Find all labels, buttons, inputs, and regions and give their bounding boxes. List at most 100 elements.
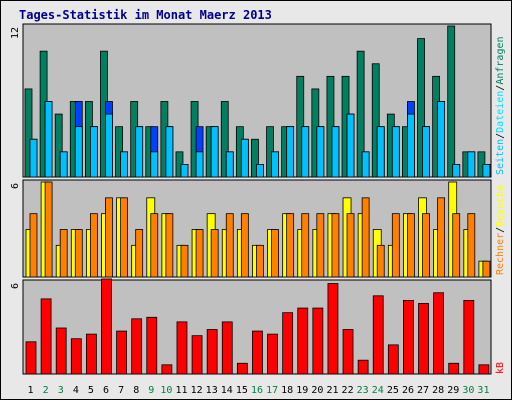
- bar-rechner-day-24: [376, 244, 385, 278]
- x-tick-label-day-31: 31: [477, 385, 489, 396]
- bar-kb-day-12: [191, 335, 203, 375]
- bar-seiten-day-27: [422, 126, 430, 178]
- bar-kb-day-30: [463, 299, 475, 375]
- bar-rechner-day-30: [467, 213, 476, 278]
- x-tick-label-day-20: 20: [311, 385, 323, 396]
- bar-anfragen-day-3: [54, 113, 63, 178]
- bar-rechner-day-19: [301, 213, 310, 278]
- bar-rechner-day-2: [44, 181, 53, 278]
- bar-kb-day-23: [357, 359, 369, 375]
- visits-legend-separator: /: [495, 227, 506, 233]
- traffic-legend: kB: [495, 362, 506, 374]
- bar-seiten-day-17: [271, 151, 279, 178]
- bar-rechner-day-7: [120, 197, 128, 278]
- x-tick-label-day-23: 23: [357, 385, 369, 396]
- bar-kb-day-29: [448, 362, 460, 375]
- legend-anfragen: Anfragen: [495, 36, 506, 84]
- x-tick-label-day-16: 16: [251, 385, 263, 396]
- bar-rechner-day-12: [195, 229, 204, 278]
- bar-kb-day-1: [25, 341, 37, 375]
- bar-kb-day-14: [221, 321, 233, 375]
- x-tick-label-day-5: 5: [88, 385, 94, 396]
- bar-seiten-day-31: [482, 164, 491, 178]
- bar-anfragen-day-23: [356, 50, 365, 178]
- bar-kb-day-16: [252, 330, 263, 375]
- chart-title: Tages-Statistik im Monat Maerz 2013: [19, 8, 272, 22]
- bar-seiten-day-2: [44, 101, 53, 178]
- bar-kb-day-13: [206, 329, 218, 375]
- bar-seiten-day-26: [407, 113, 415, 178]
- requests-legend-separator: /: [495, 133, 506, 139]
- bar-seiten-day-29: [452, 164, 461, 178]
- x-tick-label-day-14: 14: [221, 385, 233, 396]
- bar-rechner-day-25: [391, 213, 400, 278]
- bar-rechner-day-15: [240, 213, 249, 278]
- x-tick-label-day-3: 3: [58, 385, 64, 396]
- bar-kb-day-15: [236, 362, 248, 375]
- bar-rechner-day-18: [286, 213, 295, 278]
- bar-kb-day-20: [312, 307, 324, 375]
- x-tick-label-day-27: 27: [417, 385, 429, 396]
- x-tick-label-day-11: 11: [175, 385, 187, 396]
- x-tick-label-day-30: 30: [462, 385, 474, 396]
- x-tick-label-day-17: 17: [266, 385, 278, 396]
- bar-rechner-day-27: [422, 213, 430, 278]
- x-tick-label-day-2: 2: [43, 385, 49, 396]
- bar-kb-day-27: [418, 303, 429, 375]
- x-tick-label-day-9: 9: [148, 385, 154, 396]
- bar-seiten-day-12: [195, 151, 204, 178]
- visits-legend: Rechner/Besuche: [495, 185, 506, 275]
- bar-kb-day-24: [372, 295, 384, 375]
- y-max-label-requests: 12: [10, 27, 21, 39]
- bar-seiten-day-11: [180, 164, 189, 178]
- bar-rechner-day-6: [105, 197, 113, 278]
- bar-seiten-day-21: [331, 126, 340, 178]
- bar-rechner-day-26: [407, 213, 415, 278]
- bar-rechner-day-13: [210, 229, 219, 278]
- bar-rechner-day-20: [316, 213, 325, 278]
- bar-kb-day-11: [176, 321, 188, 375]
- x-tick-label-day-28: 28: [432, 385, 444, 396]
- bar-rechner-day-1: [29, 213, 38, 278]
- bar-seiten-day-6: [105, 113, 113, 178]
- bar-seiten-day-30: [467, 151, 476, 178]
- y-max-label-visits: 6: [10, 183, 21, 189]
- bar-rechner-day-16: [256, 244, 264, 278]
- bar-kb-day-25: [387, 344, 399, 375]
- bar-rechner-day-23: [361, 197, 370, 278]
- bar-rechner-day-4: [74, 229, 83, 278]
- bar-seiten-day-28: [437, 101, 446, 178]
- bar-seiten-day-19: [301, 126, 310, 178]
- bar-rechner-day-9: [150, 213, 159, 278]
- bar-seiten-day-15: [240, 138, 249, 178]
- bar-kb-day-6: [101, 278, 112, 375]
- bar-kb-day-22: [342, 329, 354, 375]
- bar-rechner-day-22: [346, 213, 355, 278]
- bar-seiten-day-1: [29, 138, 38, 178]
- bar-rechner-day-11: [180, 244, 189, 278]
- x-tick-label-day-19: 19: [296, 385, 308, 396]
- bar-rechner-day-31: [482, 260, 491, 278]
- requests-legend: Seiten/Dateien/Anfragen: [495, 36, 506, 175]
- bar-seiten-day-14: [225, 151, 234, 178]
- x-tick-label-day-25: 25: [387, 385, 399, 396]
- x-tick-label-day-22: 22: [342, 385, 354, 396]
- x-tick-label-day-29: 29: [447, 385, 459, 396]
- x-tick-label-day-7: 7: [118, 385, 124, 396]
- bar-kb-day-28: [433, 292, 445, 375]
- x-tick-label-day-15: 15: [236, 385, 248, 396]
- bar-anfragen-day-27: [417, 38, 425, 178]
- bar-rechner-day-14: [225, 213, 234, 278]
- bar-anfragen-day-1: [24, 88, 33, 178]
- bar-kb-day-4: [70, 338, 82, 375]
- bar-kb-day-8: [131, 318, 143, 375]
- bar-kb-day-17: [267, 333, 278, 375]
- bar-seiten-day-3: [59, 151, 68, 178]
- bar-kb-day-2: [40, 298, 52, 375]
- bar-rechner-day-21: [331, 213, 340, 278]
- x-tick-label-day-26: 26: [402, 385, 414, 396]
- bar-seiten-day-23: [361, 151, 370, 178]
- x-tick-label-day-10: 10: [160, 385, 172, 396]
- legend-rechner: Rechner: [495, 233, 506, 275]
